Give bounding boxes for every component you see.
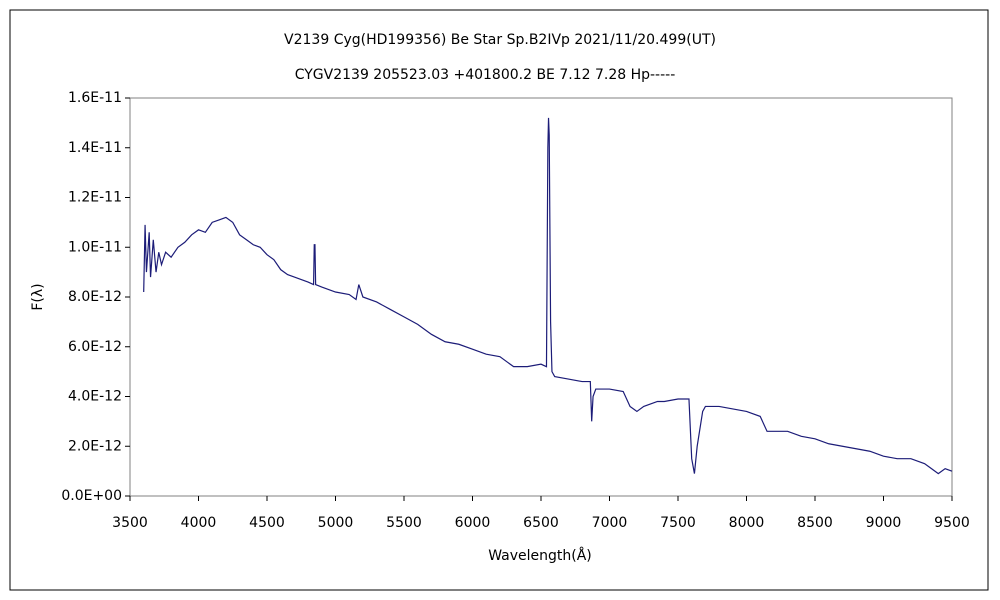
y-tick-label: 1.4E-11	[68, 140, 122, 156]
y-tick-label: 8.0E-12	[68, 289, 122, 305]
chart-subtitle: CYGV2139 205523.03 +401800.2 BE 7.12 7.2…	[295, 67, 676, 83]
x-tick-label: 5500	[386, 515, 422, 531]
x-tick-label: 3500	[112, 515, 148, 531]
x-tick-label: 5000	[318, 515, 354, 531]
x-tick-label: 7000	[592, 515, 628, 531]
y-tick-label: 1.0E-11	[68, 239, 122, 255]
y-axis-label: F(λ)	[30, 283, 46, 310]
y-tick-label: 1.6E-11	[68, 90, 122, 106]
spectrum-line	[143, 117, 953, 475]
chart-frame	[9, 9, 989, 591]
x-tick-label: 4000	[181, 515, 217, 531]
x-tick-label: 6000	[455, 515, 491, 531]
x-tick-label: 7500	[660, 515, 696, 531]
y-tick-label: 1.2E-11	[68, 190, 122, 206]
x-tick-label: 9000	[866, 515, 902, 531]
x-tick-label: 6500	[523, 515, 559, 531]
y-tick-label: 0.0E+00	[61, 488, 122, 504]
x-tick-label: 8000	[729, 515, 765, 531]
y-tick-label: 2.0E-12	[68, 438, 122, 454]
y-tick-label: 4.0E-12	[68, 389, 122, 405]
x-axis-label: Wavelength(Å)	[488, 547, 592, 564]
y-tick-label: 6.0E-12	[68, 339, 122, 355]
x-tick-label: 8500	[797, 515, 833, 531]
x-tick-label: 9500	[934, 515, 970, 531]
x-tick-label: 4500	[249, 515, 285, 531]
chart-title: V2139 Cyg(HD199356) Be Star Sp.B2IVp 202…	[284, 32, 716, 48]
